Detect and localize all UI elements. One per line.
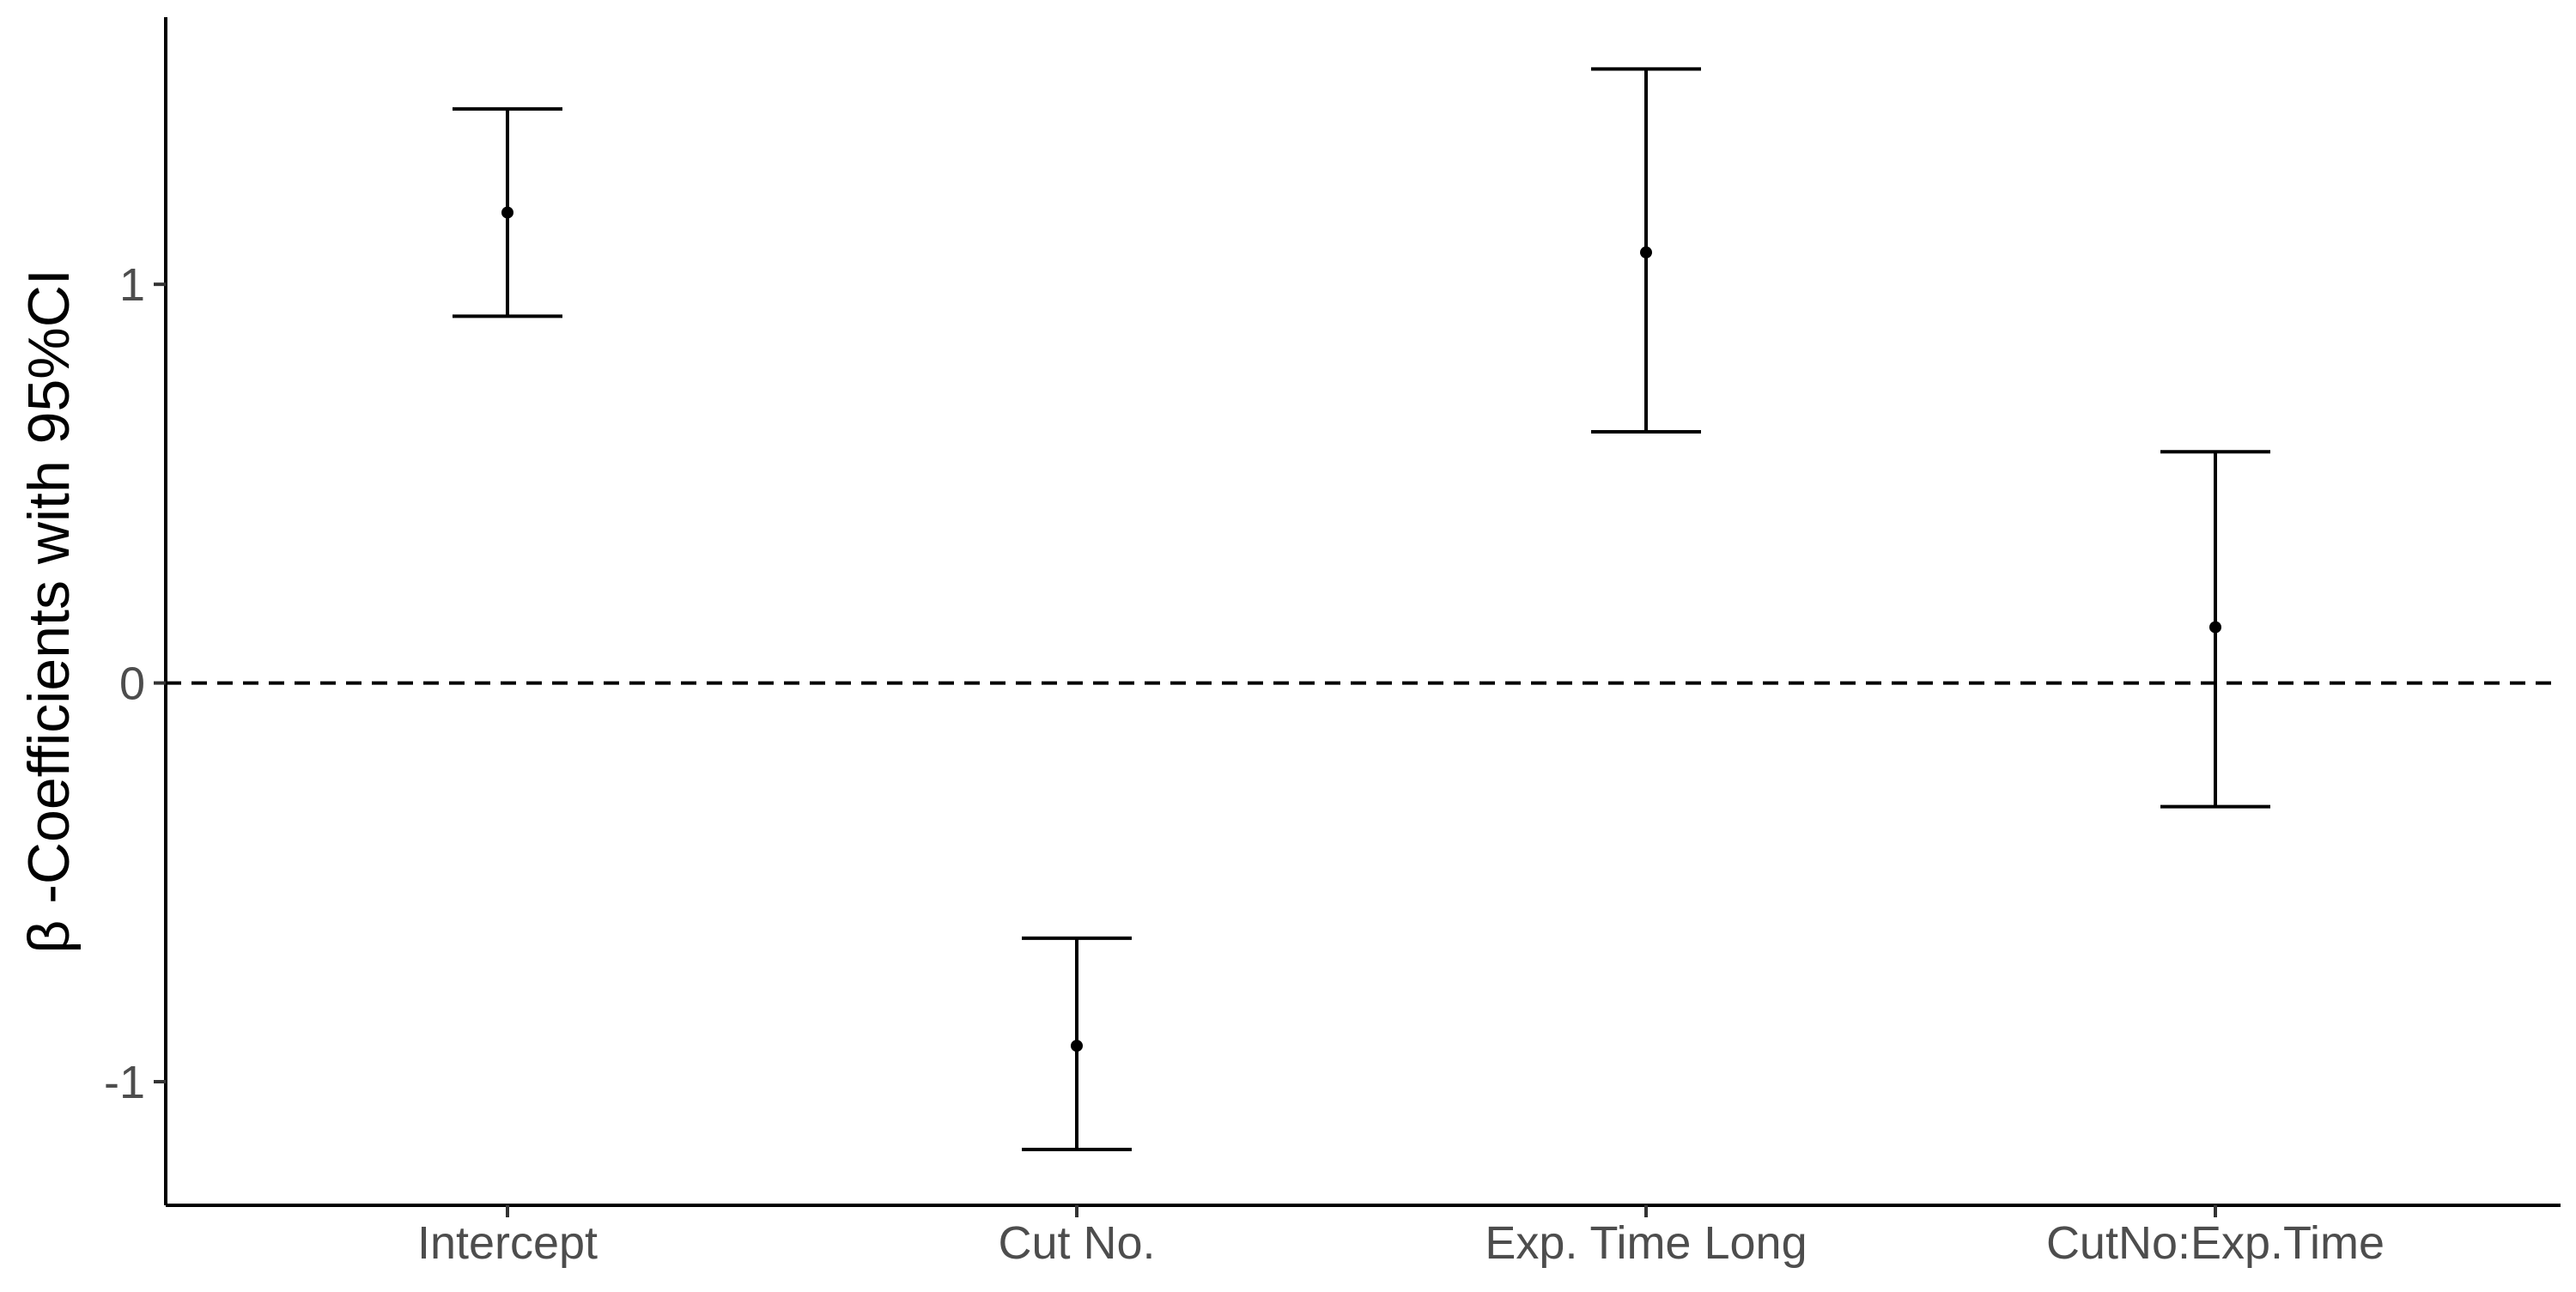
x-tick-label: Intercept (417, 1217, 598, 1269)
errorbars (453, 67, 2270, 1151)
estimate-point (501, 206, 513, 219)
estimate-point (2209, 621, 2221, 634)
y-tick-label: -1 (104, 1057, 145, 1108)
y-axis-title: β -Coefficients with 95%CI (16, 269, 82, 954)
x-ticks: Intercept Cut No. Exp. Time Long CutNo:Exp.… (417, 1205, 2385, 1269)
axis-layer (164, 17, 2561, 1207)
x-tick-label: Exp. Time Long (1485, 1217, 1807, 1269)
y-tick-label: 0 (119, 658, 145, 710)
y-ticks: -1 0 1 (104, 259, 166, 1108)
estimate-points (501, 206, 2221, 1052)
estimate-point (1640, 246, 1652, 259)
estimate-point (1071, 1040, 1083, 1052)
y-tick-label: 1 (119, 259, 145, 311)
x-tick-label: CutNo:Exp.Time (2046, 1217, 2385, 1269)
x-tick-label: Cut No. (998, 1217, 1155, 1269)
